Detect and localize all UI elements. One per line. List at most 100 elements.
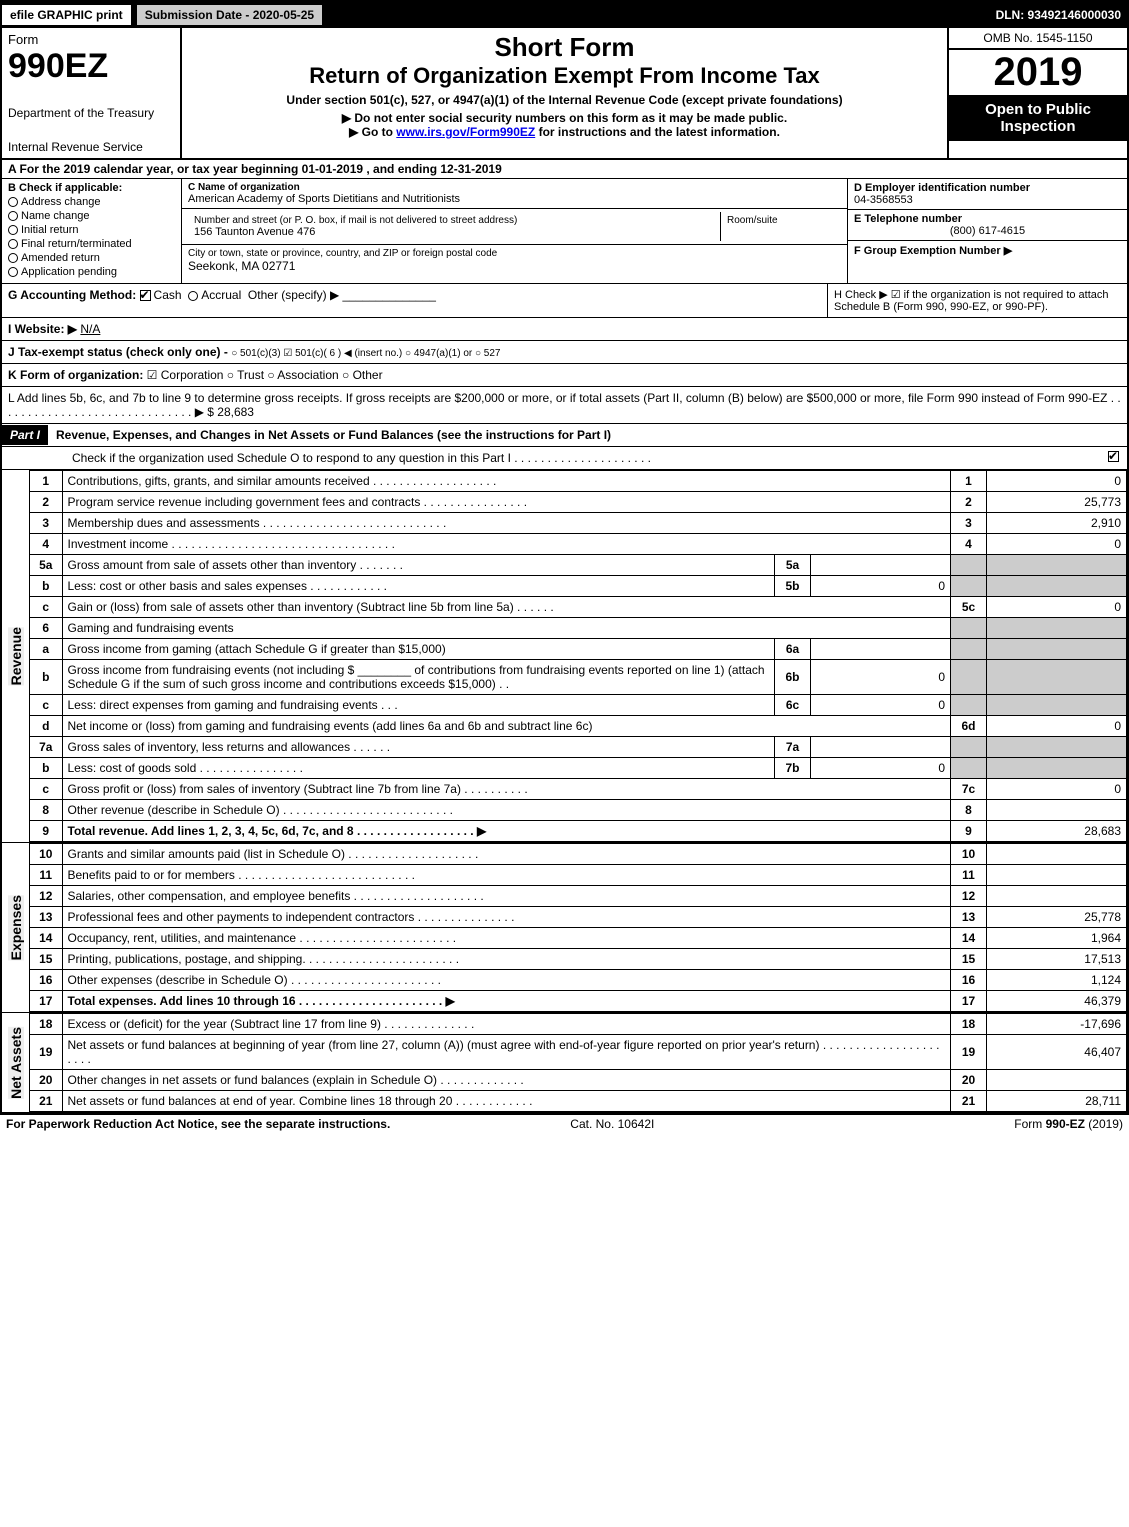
label-initial-return: Initial return [21, 224, 78, 236]
checkbox-accrual[interactable] [188, 291, 198, 301]
right-col: D Employer identification number 04-3568… [847, 179, 1127, 283]
checkbox-final-return[interactable] [8, 239, 18, 249]
checkbox-address-change[interactable] [8, 197, 18, 207]
part-i-title: Revenue, Expenses, and Changes in Net As… [56, 424, 611, 446]
short-form-title: Short Form [190, 32, 939, 63]
footer-right: Form 990-EZ (2019) [1014, 1117, 1123, 1131]
part-i-header: Part I Revenue, Expenses, and Changes in… [2, 424, 1127, 447]
revenue-label: Revenue [8, 627, 24, 685]
info-row: B Check if applicable: Address change Na… [2, 179, 1127, 284]
line-10: 10Grants and similar amounts paid (list … [30, 844, 1127, 865]
line-9: 9Total revenue. Add lines 1, 2, 3, 4, 5c… [30, 821, 1127, 842]
label-ein: D Employer identification number [854, 182, 1121, 194]
row-h: H Check ▶ ☑ if the organization is not r… [827, 284, 1127, 317]
tax-exempt-options: ○ 501(c)(3) ☑ 501(c)( 6 ) ◀ (insert no.)… [231, 348, 500, 359]
label-other-method: Other (specify) ▶ [248, 288, 339, 302]
under-section-text: Under section 501(c), 527, or 4947(a)(1)… [190, 93, 939, 107]
checkbox-initial-return[interactable] [8, 225, 18, 235]
goto-post: for instructions and the latest informat… [535, 125, 780, 139]
submission-date-button[interactable]: Submission Date - 2020-05-25 [137, 5, 322, 25]
line-11: 11Benefits paid to or for members . . . … [30, 865, 1127, 886]
line-5c: cGain or (loss) from sale of assets othe… [30, 597, 1127, 618]
line-2: 2Program service revenue including gover… [30, 492, 1127, 513]
row-l: L Add lines 5b, 6c, and 7b to line 9 to … [2, 387, 1127, 424]
tax-year: 2019 [949, 50, 1127, 95]
header-left: Form 990EZ Department of the Treasury In… [2, 28, 182, 158]
line-7b: bLess: cost of goods sold . . . . . . . … [30, 758, 1127, 779]
row-i: I Website: ▶ N/A [2, 318, 1127, 341]
netassets-label: Net Assets [8, 1027, 24, 1099]
line-7c: cGross profit or (loss) from sales of in… [30, 779, 1127, 800]
dln-text: DLN: 93492146000030 [996, 8, 1127, 22]
label-address: Number and street (or P. O. box, if mail… [194, 215, 714, 226]
line-21: 21Net assets or fund balances at end of … [30, 1091, 1127, 1112]
irs-link[interactable]: www.irs.gov/Form990EZ [396, 125, 535, 139]
part-i-check-text: Check if the organization used Schedule … [72, 451, 651, 465]
goto-text: ▶ Go to www.irs.gov/Form990EZ for instru… [190, 125, 939, 139]
row-g-h: G Accounting Method: Cash Accrual Other … [2, 284, 1127, 318]
open-inspection: Open to Public Inspection [949, 95, 1127, 141]
line-17: 17Total expenses. Add lines 10 through 1… [30, 991, 1127, 1012]
header-right: OMB No. 1545-1150 2019 Open to Public In… [947, 28, 1127, 158]
part-i-label: Part I [2, 425, 48, 445]
label-final-return: Final return/terminated [21, 238, 132, 250]
checkbox-application-pending[interactable] [8, 267, 18, 277]
netassets-section: Net Assets 18Excess or (deficit) for the… [2, 1013, 1127, 1113]
line-3: 3Membership dues and assessments . . . .… [30, 513, 1127, 534]
footer-cat: Cat. No. 10642I [570, 1117, 654, 1131]
org-address: 156 Taunton Avenue 476 [194, 226, 714, 238]
revenue-section: Revenue 1Contributions, gifts, grants, a… [2, 470, 1127, 843]
footer: For Paperwork Reduction Act Notice, see … [0, 1115, 1129, 1133]
form-header: Form 990EZ Department of the Treasury In… [2, 28, 1127, 160]
top-bar: efile GRAPHIC print Submission Date - 20… [2, 2, 1127, 28]
line-18: 18Excess or (deficit) for the year (Subt… [30, 1014, 1127, 1035]
line-12: 12Salaries, other compensation, and empl… [30, 886, 1127, 907]
line-13: 13Professional fees and other payments t… [30, 907, 1127, 928]
org-city: Seekonk, MA 02771 [188, 259, 841, 273]
line-6a: aGross income from gaming (attach Schedu… [30, 639, 1127, 660]
checkbox-cash[interactable] [140, 290, 151, 301]
line-6c: cLess: direct expenses from gaming and f… [30, 695, 1127, 716]
section-b-heading: B Check if applicable: [8, 182, 175, 194]
label-phone: E Telephone number [854, 213, 1121, 225]
line-20: 20Other changes in net assets or fund ba… [30, 1070, 1127, 1091]
line-6: 6Gaming and fundraising events [30, 618, 1127, 639]
checkbox-name-change[interactable] [8, 211, 18, 221]
checkbox-schedule-o[interactable] [1108, 451, 1119, 462]
part-i-check-row: Check if the organization used Schedule … [2, 447, 1127, 470]
omb-text: OMB No. 1545-1150 [949, 28, 1127, 50]
website-value: N/A [80, 322, 100, 336]
label-website: I Website: ▶ [8, 322, 77, 336]
netassets-table: 18Excess or (deficit) for the year (Subt… [30, 1013, 1127, 1112]
label-accrual: Accrual [201, 288, 241, 302]
line-8: 8Other revenue (describe in Schedule O) … [30, 800, 1127, 821]
label-tax-exempt: J Tax-exempt status (check only one) - [8, 345, 228, 359]
checkbox-amended-return[interactable] [8, 253, 18, 263]
label-city: City or town, state or province, country… [188, 248, 841, 259]
expenses-section: Expenses 10Grants and similar amounts pa… [2, 843, 1127, 1013]
header-center: Short Form Return of Organization Exempt… [182, 28, 947, 158]
efile-button[interactable]: efile GRAPHIC print [2, 5, 131, 25]
return-title: Return of Organization Exempt From Incom… [190, 63, 939, 89]
form-org-options: ☑ Corporation ○ Trust ○ Association ○ Ot… [147, 368, 383, 382]
line-6b: bGross income from fundraising events (n… [30, 660, 1127, 695]
form-page: efile GRAPHIC print Submission Date - 20… [0, 0, 1129, 1115]
label-amended-return: Amended return [21, 252, 100, 264]
dept-treasury: Department of the Treasury [8, 106, 174, 120]
revenue-table: 1Contributions, gifts, grants, and simil… [30, 470, 1127, 842]
ein-value: 04-3568553 [854, 194, 1121, 206]
line-4: 4Investment income . . . . . . . . . . .… [30, 534, 1127, 555]
line-15: 15Printing, publications, postage, and s… [30, 949, 1127, 970]
expenses-table: 10Grants and similar amounts paid (list … [30, 843, 1127, 1012]
label-room: Room/suite [721, 212, 841, 241]
period-row: A For the 2019 calendar year, or tax yea… [2, 160, 1127, 179]
footer-left: For Paperwork Reduction Act Notice, see … [6, 1117, 390, 1131]
label-org-name: C Name of organization [188, 182, 841, 193]
line-14: 14Occupancy, rent, utilities, and mainte… [30, 928, 1127, 949]
dept-irs: Internal Revenue Service [8, 140, 174, 154]
form-number: 990EZ [8, 47, 174, 86]
label-name-change: Name change [21, 210, 90, 222]
line-5a: 5aGross amount from sale of assets other… [30, 555, 1127, 576]
section-c: C Name of organization American Academy … [182, 179, 847, 283]
section-b: B Check if applicable: Address change Na… [2, 179, 182, 283]
